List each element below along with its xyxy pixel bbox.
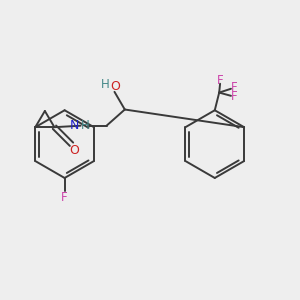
Text: O: O — [110, 80, 120, 93]
Text: F: F — [231, 81, 238, 94]
Text: F: F — [231, 91, 238, 103]
Text: O: O — [69, 144, 79, 157]
Text: F: F — [61, 190, 68, 204]
Text: F: F — [218, 74, 224, 87]
Text: H: H — [101, 78, 110, 91]
Text: H: H — [81, 119, 90, 132]
Text: N: N — [70, 119, 79, 132]
